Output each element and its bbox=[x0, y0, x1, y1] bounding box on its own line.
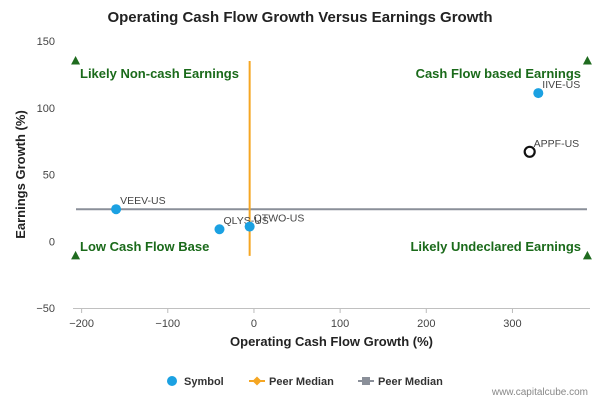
y-tick-label: 100 bbox=[37, 103, 55, 115]
data-point-label: QTWO-US bbox=[254, 213, 305, 225]
legend-label: Peer Median bbox=[269, 376, 334, 388]
quadrant-label-top-left: Likely Non-cash Earnings bbox=[80, 66, 239, 81]
x-tick-label: 200 bbox=[417, 318, 435, 330]
legend-diamond-icon bbox=[252, 376, 262, 386]
x-tick-label: 300 bbox=[503, 318, 521, 330]
legend-label: Symbol bbox=[184, 376, 224, 388]
credit-text: www.capitalcube.com bbox=[491, 387, 588, 398]
x-tick-label: −100 bbox=[155, 318, 180, 330]
x-tick-label: 0 bbox=[251, 318, 257, 330]
x-axis-title: Operating Cash Flow Growth (%) bbox=[230, 334, 433, 349]
quadrant-marker-icon bbox=[582, 250, 592, 260]
data-point-label: QLYS-US bbox=[223, 215, 268, 227]
y-tick-label: −50 bbox=[36, 303, 55, 315]
legend-label: Peer Median bbox=[378, 376, 443, 388]
data-point bbox=[111, 204, 122, 215]
data-point bbox=[214, 224, 225, 235]
legend-square-icon bbox=[362, 377, 370, 385]
plot-area: −50 0 50 100 150 −200 −100 0 100 200 300 Likely Non… bbox=[36, 36, 592, 330]
legend: Symbol Peer Median Peer Median bbox=[167, 376, 443, 388]
legend-dot-icon bbox=[167, 376, 177, 386]
quadrant-label-bottom-right: Likely Undeclared Earnings bbox=[410, 239, 581, 254]
quadrant-label-bottom-left: Low Cash Flow Base bbox=[80, 239, 209, 254]
data-point bbox=[523, 145, 536, 158]
x-tick-label: −200 bbox=[69, 318, 94, 330]
y-tick-label: 50 bbox=[43, 170, 55, 182]
quadrant-marker-icon bbox=[71, 250, 81, 260]
quadrant-label-top-right: Cash Flow based Earnings bbox=[416, 66, 581, 81]
quadrant-marker-icon bbox=[582, 56, 592, 65]
y-tick-label: 0 bbox=[49, 236, 55, 248]
chart-title: Operating Cash Flow Growth Versus Earnin… bbox=[107, 9, 492, 26]
quadrant-marker-icon bbox=[71, 56, 81, 65]
y-tick-label: 150 bbox=[37, 36, 55, 48]
data-point-label: APPF-US bbox=[534, 138, 580, 150]
data-point-label: VEEV-US bbox=[120, 195, 166, 207]
x-tick-label: 100 bbox=[331, 318, 349, 330]
data-point bbox=[244, 221, 255, 232]
data-point-label: IIVE-US bbox=[542, 79, 580, 91]
data-point bbox=[533, 88, 544, 99]
y-axis-title: Earnings Growth (%) bbox=[13, 110, 28, 239]
